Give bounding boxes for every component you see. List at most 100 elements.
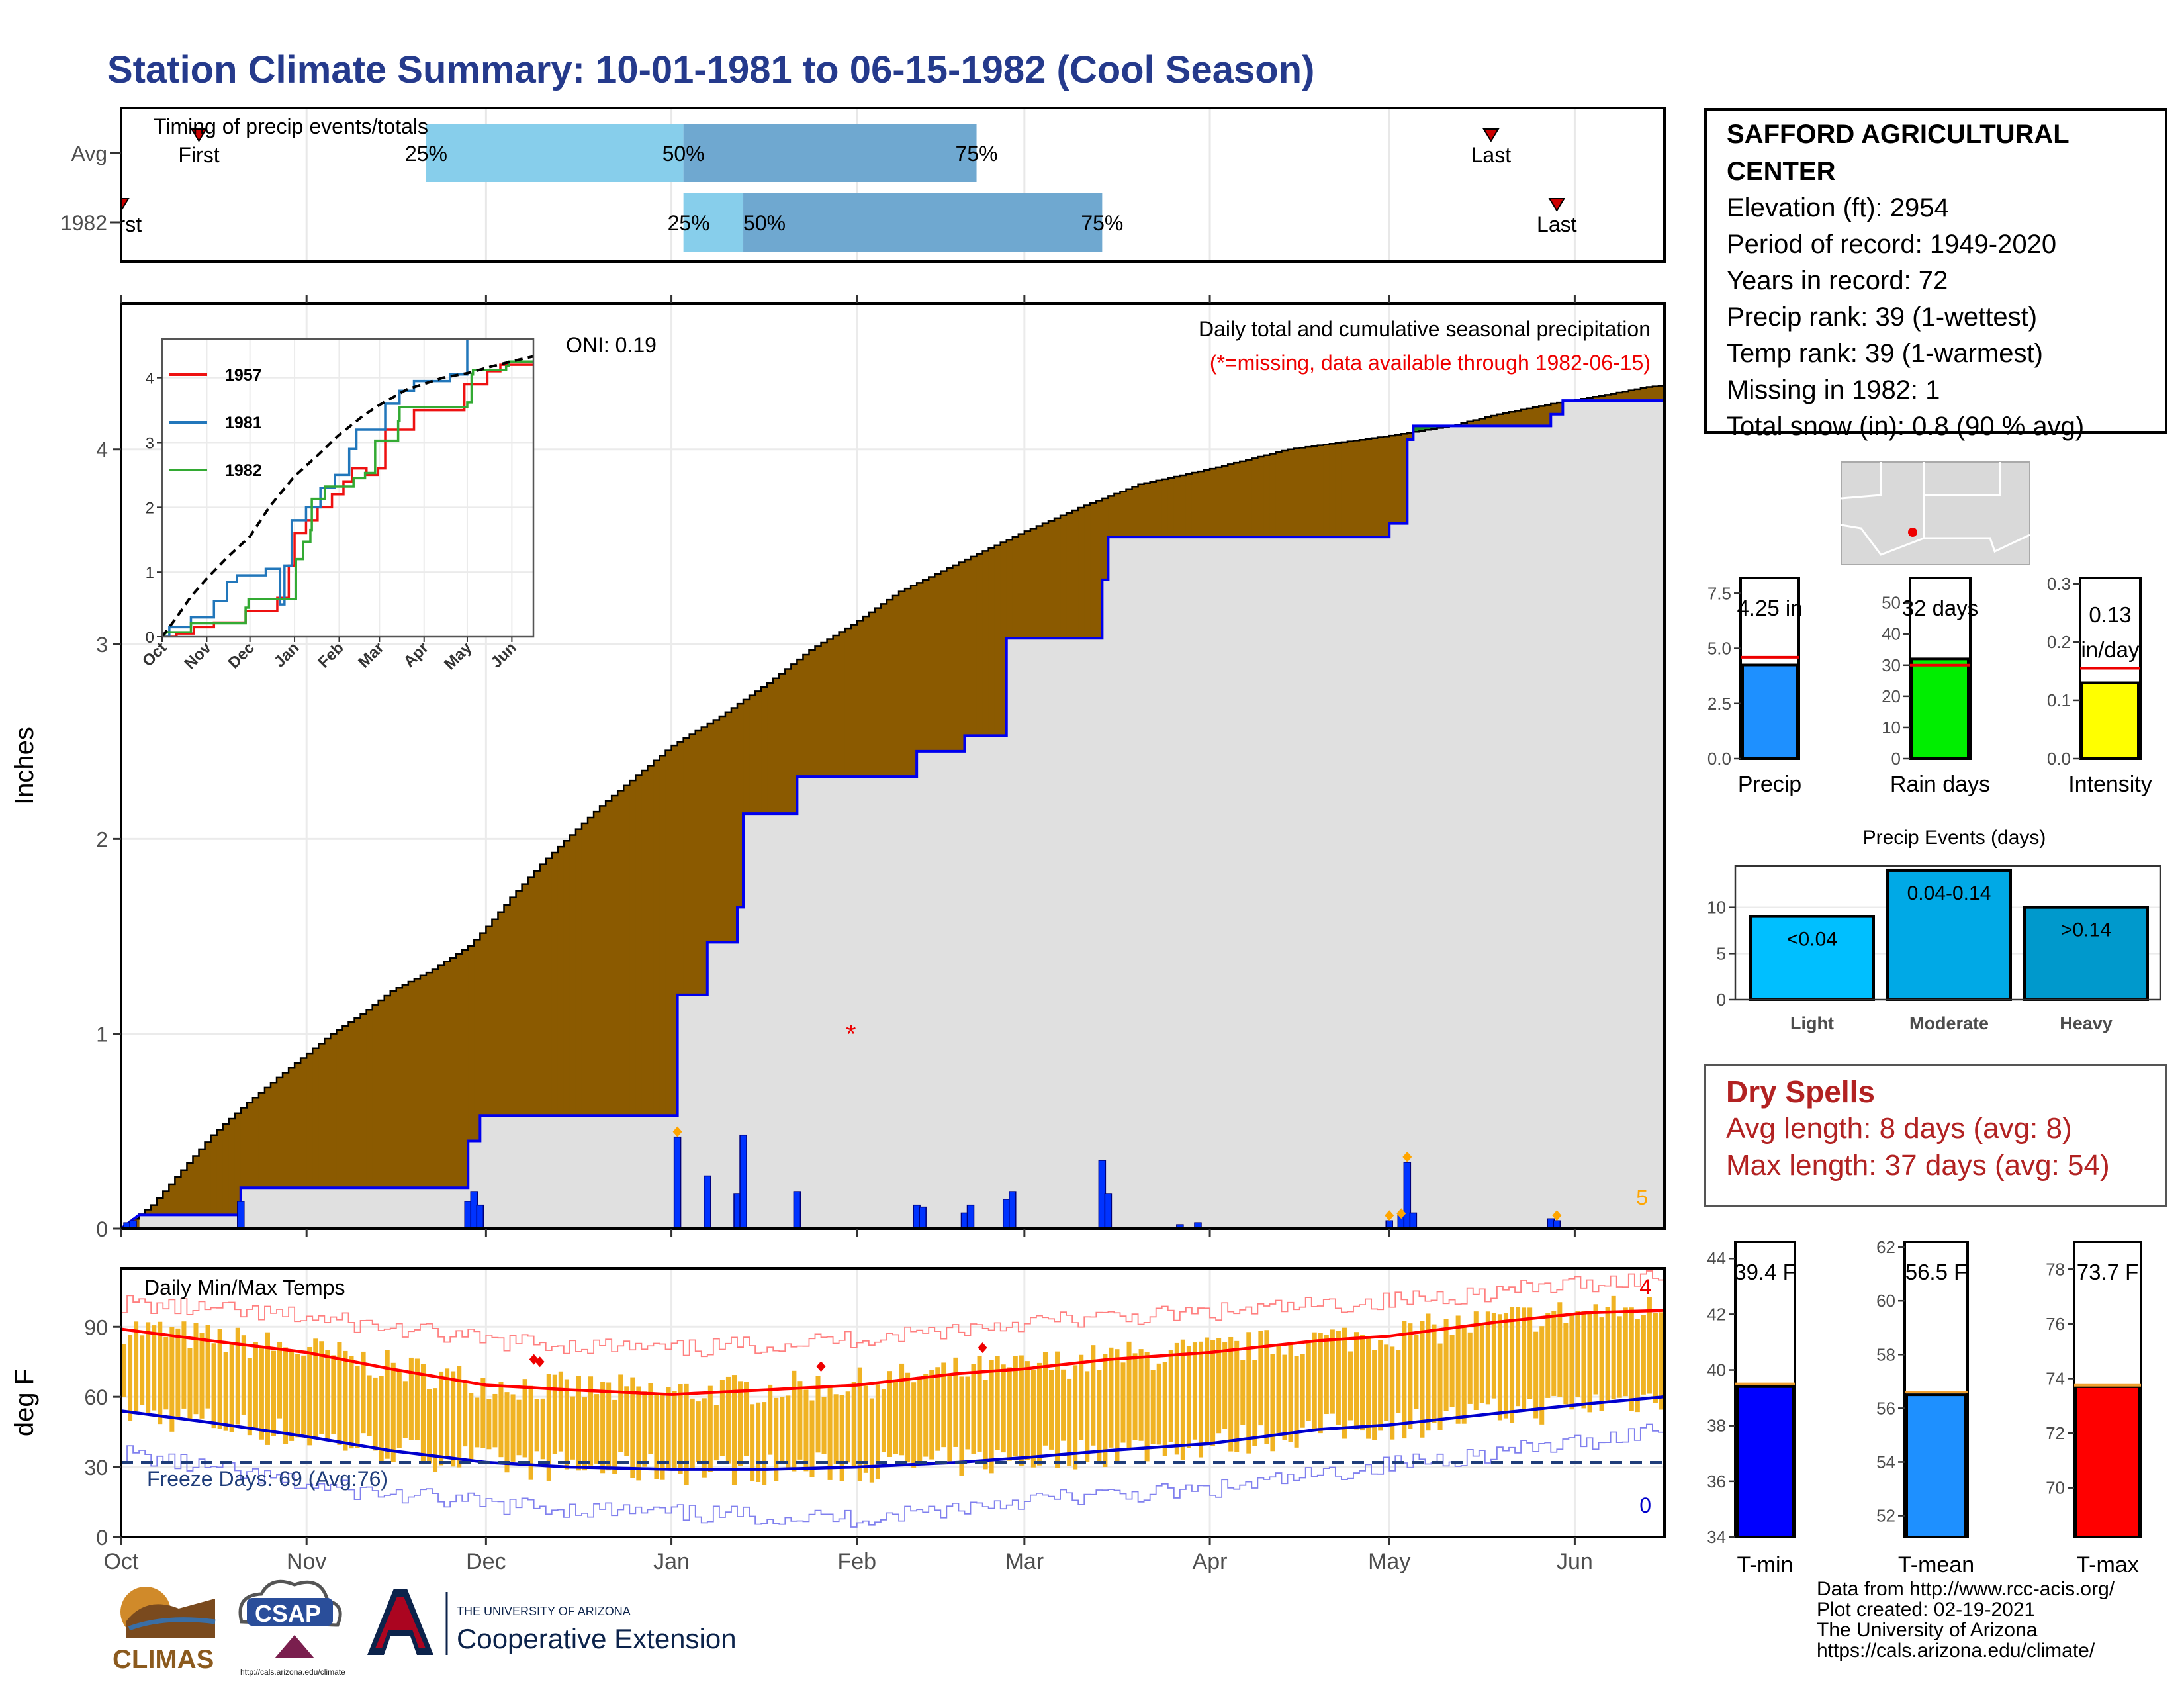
daily-temp-bar: [1455, 1315, 1461, 1424]
deficit-area-segment: [1275, 452, 1283, 538]
temp-y-axis-label: deg F: [10, 1369, 39, 1436]
daily-temp-bar: [1144, 1352, 1150, 1462]
deficit-area-segment: [210, 1135, 218, 1215]
station-temp-rank: Temp rank: 39 (1-warmest): [1727, 339, 2043, 368]
temp-summary-bar-t-min: [1736, 1385, 1794, 1539]
inset-series-line: [162, 360, 533, 637]
deficit-area-segment: [1515, 410, 1522, 426]
deficit-area-segment: [504, 904, 511, 1116]
timing-first-label: First: [178, 143, 219, 167]
daily-temp-bar: [744, 1382, 749, 1456]
oni-value: ONI: 0.19: [566, 333, 657, 357]
deficit-area-segment: [707, 723, 714, 943]
snow-day-marker: [1402, 1151, 1412, 1162]
daily-temp-bar: [917, 1376, 923, 1465]
deficit-area-segment: [252, 1098, 259, 1188]
deficit-area-segment: [366, 1009, 373, 1188]
average-min-line: [120, 1395, 1665, 1471]
daily-temp-bar: [1533, 1331, 1539, 1419]
daily-temp-bar: [379, 1376, 384, 1463]
daily-temp-bar: [295, 1354, 300, 1438]
deficit-area-segment: [1508, 412, 1516, 426]
record-low-count: 0: [1639, 1493, 1651, 1517]
deficit-area-segment: [701, 727, 708, 995]
daily-temp-bar: [1252, 1360, 1257, 1446]
daily-temp-bar: [1605, 1307, 1610, 1401]
timing-last-marker: [1548, 198, 1566, 212]
daily-temp-bar: [355, 1366, 360, 1448]
deficit-area-segment: [1102, 498, 1109, 580]
deficit-area-segment: [1024, 531, 1031, 639]
daily-temp-bar: [1030, 1370, 1036, 1468]
deficit-area-segment: [1490, 415, 1498, 426]
temp-summary-bar-t-mean: [1905, 1393, 1967, 1539]
deficit-area-segment: [629, 780, 636, 1116]
daily-temp-bar: [469, 1393, 474, 1461]
daily-temp-bar: [797, 1381, 803, 1460]
deficit-area-segment: [330, 1033, 337, 1188]
deficit-area-segment: [510, 897, 517, 1116]
timing-bar-q25-q50: [683, 193, 744, 252]
deficit-area-segment: [874, 608, 882, 777]
temp-y-tick-label: 30: [84, 1456, 108, 1479]
daily-temp-bar: [1641, 1315, 1646, 1395]
daily-temp-bar: [373, 1377, 378, 1451]
deficit-area-segment: [1527, 408, 1533, 426]
events-category-label: Light: [1790, 1013, 1834, 1033]
daily-temp-bar: [905, 1372, 911, 1463]
daily-temp-bar: [433, 1388, 438, 1472]
daily-precip-bar: [704, 1175, 711, 1229]
surplus-area-segment: [1431, 426, 1438, 429]
summary-bar-y-tick-label: 0.2: [2047, 632, 2071, 652]
deficit-area-segment: [462, 950, 469, 1188]
inset-y-tick-label: 2: [146, 499, 154, 517]
daily-temp-bar: [1138, 1349, 1144, 1441]
climas-river-icon: [128, 1617, 216, 1631]
inset-frame: [161, 338, 535, 638]
summary-bar-y-tick-label: 0: [1891, 749, 1901, 769]
daily-temp-bar: [989, 1360, 994, 1474]
deficit-area-segment: [169, 1184, 175, 1215]
daily-temp-bar: [564, 1379, 569, 1470]
daily-temp-bar: [648, 1383, 653, 1454]
daily-temp-bar: [786, 1395, 791, 1471]
timing-quantile-label: 50%: [662, 142, 705, 165]
station-elevation: Elevation (ft): 2954: [1727, 193, 1949, 222]
daily-temp-bar: [325, 1350, 330, 1439]
daily-temp-bar: [1581, 1311, 1586, 1409]
deficit-area-segment: [689, 734, 696, 995]
summary-bar-value-label: 32 days: [1902, 596, 1979, 620]
daily-precip-bar: [673, 1136, 682, 1229]
temp-summary-y-tick-label: 36: [1707, 1472, 1726, 1491]
temp-y-tick-label: 0: [96, 1526, 108, 1550]
daily-temp-bar: [361, 1351, 366, 1434]
deficit-area-segment: [1161, 479, 1169, 538]
deficit-area-segment: [695, 731, 702, 995]
daily-temp-bar: [1408, 1323, 1413, 1429]
temp-summary-y-tick-label: 54: [1876, 1452, 1895, 1472]
timing-row-label-front: 1982: [60, 211, 107, 235]
station-name: SAFFORD AGRICULTURAL CENTER: [1727, 120, 2069, 186]
precip-y-tick-label: 0: [96, 1217, 108, 1241]
record-max-line: [121, 1270, 1665, 1358]
daily-temp-bar: [402, 1381, 408, 1438]
daily-temp-bar: [1432, 1324, 1437, 1423]
events-bar-moderate: [1886, 868, 2012, 1002]
deficit-area-segment: [1287, 449, 1295, 538]
temp-summary-value-label: 73.7 F: [2077, 1260, 2139, 1284]
deficit-area-segment: [653, 760, 660, 1116]
inset-series-line: [162, 339, 469, 637]
deficit-area-segment: [1090, 502, 1097, 639]
timing-title: Timing of precip events/totals: [154, 115, 428, 138]
precip-chart-title: Daily total and cumulative seasonal prec…: [1199, 317, 1651, 341]
inset-series: [162, 339, 533, 637]
daily-temp-bar: [1036, 1362, 1042, 1466]
deficit-area-segment: [1030, 528, 1037, 639]
snow-day-marker: [1385, 1210, 1394, 1221]
deficit-area-segment: [982, 551, 989, 736]
daily-temp-bar: [570, 1396, 575, 1460]
daily-temp-bar: [313, 1338, 318, 1439]
deficit-area-segment: [1395, 434, 1402, 524]
daily-temp-bar: [1049, 1370, 1054, 1450]
daily-temp-bar: [576, 1376, 581, 1471]
